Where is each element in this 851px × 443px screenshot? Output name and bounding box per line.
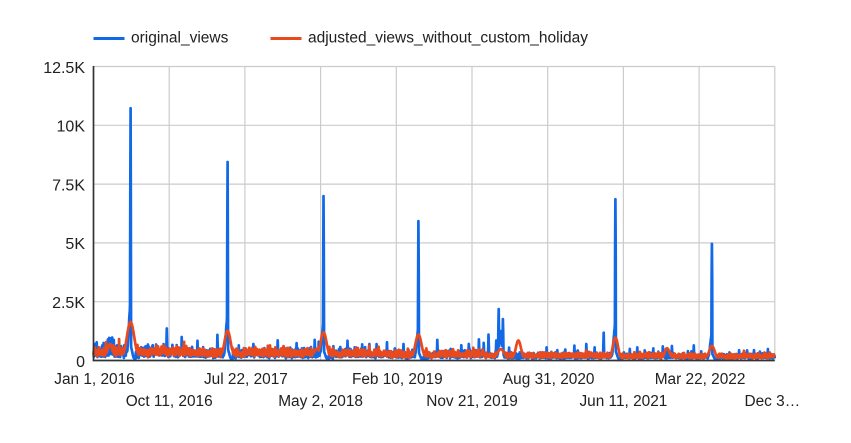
svg-text:Dec 3…: Dec 3… <box>744 393 800 410</box>
svg-text:adjusted_views_without_custom_: adjusted_views_without_custom_holiday <box>308 30 588 47</box>
svg-text:Jan 1, 2016: Jan 1, 2016 <box>54 371 134 388</box>
svg-text:Oct 11, 2016: Oct 11, 2016 <box>126 393 213 410</box>
svg-text:Jun 11, 2021: Jun 11, 2021 <box>579 393 667 410</box>
svg-text:10K: 10K <box>57 119 86 136</box>
svg-text:Feb 10, 2019: Feb 10, 2019 <box>352 371 443 388</box>
svg-text:May 2, 2018: May 2, 2018 <box>278 393 363 410</box>
svg-text:Jul 22, 2017: Jul 22, 2017 <box>204 371 288 388</box>
svg-text:Aug 31, 2020: Aug 31, 2020 <box>503 371 595 388</box>
svg-text:original_views: original_views <box>131 30 229 47</box>
svg-text:Nov 21, 2019: Nov 21, 2019 <box>426 393 518 410</box>
svg-text:Mar 22, 2022: Mar 22, 2022 <box>655 371 746 388</box>
svg-text:0: 0 <box>76 354 85 371</box>
svg-text:12.5K: 12.5K <box>43 60 85 77</box>
svg-text:2.5K: 2.5K <box>52 295 85 312</box>
svg-text:7.5K: 7.5K <box>52 177 85 194</box>
svg-text:5K: 5K <box>65 236 85 253</box>
